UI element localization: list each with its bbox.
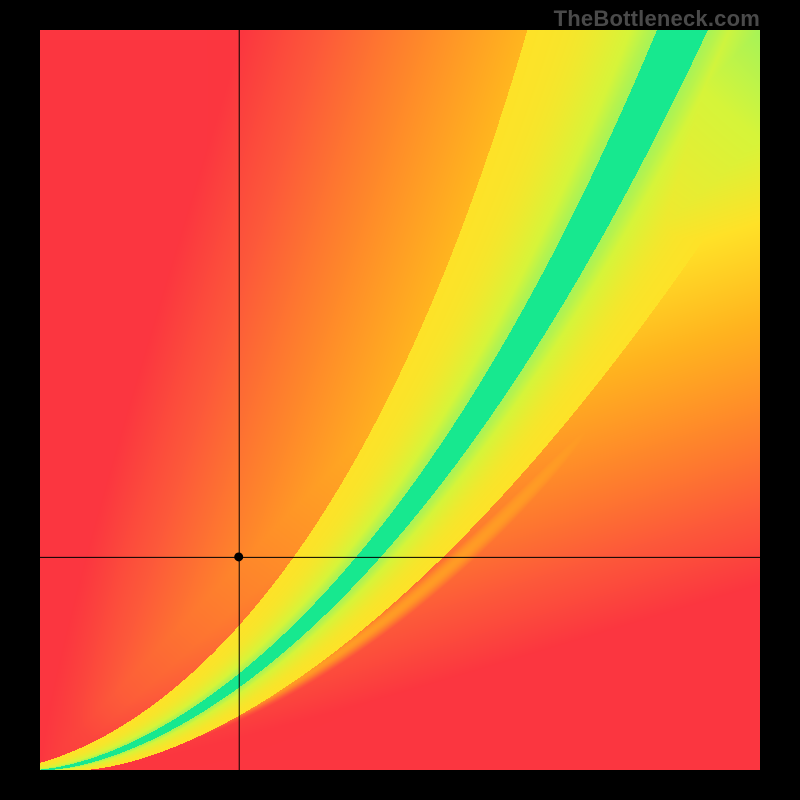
- bottleneck-heatmap: [40, 30, 760, 770]
- chart-container: TheBottleneck.com: [0, 0, 800, 800]
- watermark-text: TheBottleneck.com: [554, 6, 760, 32]
